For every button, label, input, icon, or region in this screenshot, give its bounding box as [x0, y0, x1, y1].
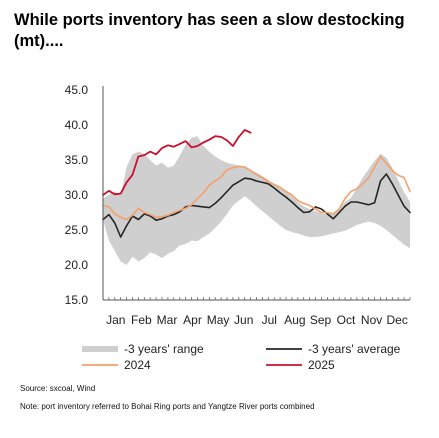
- x-tick-label: Aug: [284, 313, 305, 327]
- x-tick-label: Jun: [234, 313, 253, 327]
- x-tick-label: Feb: [131, 313, 152, 327]
- x-tick-label: Nov: [361, 313, 382, 327]
- legend-swatch-range: [82, 346, 118, 352]
- series-line-2025: [102, 129, 252, 196]
- y-tick-label: 20.0: [65, 258, 89, 272]
- x-tick-label: May: [207, 313, 230, 327]
- y-tick-label: 25.0: [65, 223, 89, 237]
- x-tick-label: Sep: [310, 313, 332, 327]
- x-tick-label: Oct: [337, 313, 356, 327]
- x-tick-label: Dec: [387, 313, 408, 327]
- footnote: Note: port inventory referred to Bohai R…: [20, 402, 315, 411]
- series-line-2024: [102, 155, 411, 221]
- x-tick-label: Mar: [157, 313, 178, 327]
- x-tick-label: Jan: [106, 313, 125, 327]
- y-tick-label: 40.0: [65, 118, 89, 132]
- series-line-average: [102, 173, 411, 238]
- y-tick-label: 35.0: [65, 153, 89, 167]
- y-tick-label: 15.0: [65, 293, 89, 307]
- legend-label-2025: 2025: [308, 358, 335, 372]
- y-tick-label: 45.0: [65, 83, 89, 97]
- x-tick-label: Apr: [183, 313, 202, 327]
- legend-label-average: -3 years' average: [308, 342, 401, 356]
- legend-label-range: -3 years' range: [124, 342, 204, 356]
- chart-title: While ports inventory has seen a slow de…: [14, 11, 405, 50]
- x-tick-label: Jul: [262, 313, 277, 327]
- legend-label-2024: 2024: [124, 358, 151, 372]
- source-note: Source: sxcoal, Wind: [20, 384, 96, 393]
- series-range-band: [103, 136, 410, 265]
- y-tick-label: 30.0: [65, 188, 89, 202]
